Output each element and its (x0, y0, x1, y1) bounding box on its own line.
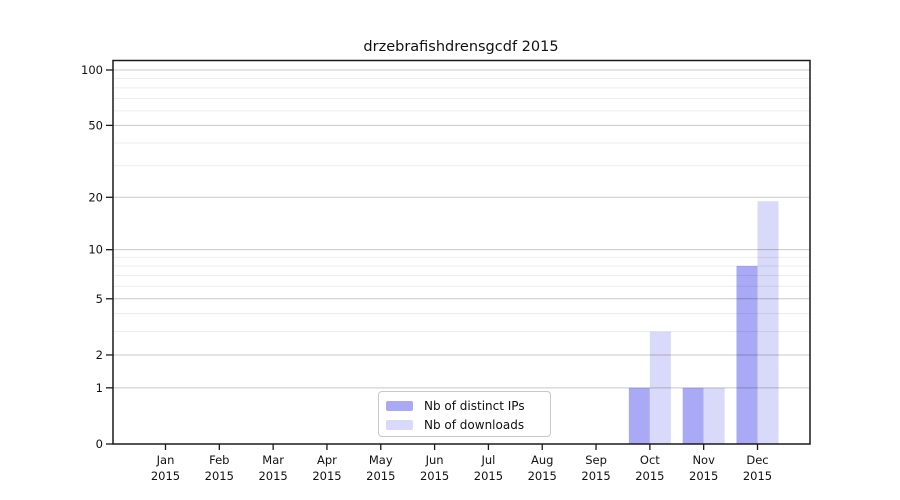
legend: Nb of distinct IPs Nb of downloads (378, 391, 551, 437)
x-tick-label-year-jan: 2015 (151, 469, 180, 483)
bar-nov-2015-nb-of-downloads (703, 387, 725, 444)
x-tick-label-year-nov: 2015 (689, 469, 718, 483)
x-tick-label-year-sep: 2015 (581, 469, 610, 483)
x-tick-label-month-jul: Jul (480, 453, 495, 467)
bar-dec-2015-nb-of-downloads (757, 201, 779, 444)
chart-title: drzebrafishdrensgcdf 2015 (363, 39, 558, 55)
y-tick-label-2: 2 (96, 348, 103, 362)
x-tick-label-year-jul: 2015 (474, 469, 503, 483)
y-tick-label-50: 50 (88, 118, 103, 132)
major-gridlines (113, 69, 810, 389)
bar-dec-2015-nb-of-distinct-ips (736, 265, 758, 444)
legend-item-distinct-ips: Nb of distinct IPs (386, 397, 550, 415)
x-tick-label-month-feb: Feb (209, 453, 229, 467)
bars-layer (628, 201, 779, 444)
x-tick-label-month-apr: Apr (317, 453, 337, 467)
x-tick-label-year-feb: 2015 (205, 469, 234, 483)
minor-gridlines (113, 77, 810, 333)
legend-swatch-downloads (386, 420, 413, 430)
tick-labels-layer: 0 1 2 5 10 20 50 100 Jan 2015 Feb 2015 Mar 2015 Apr 201… (81, 63, 772, 483)
x-tick-label-year-may: 2015 (366, 469, 395, 483)
x-tick-label-month-oct: Oct (640, 453, 660, 467)
bar-oct-2015-nb-of-distinct-ips (628, 387, 650, 444)
x-tick-label-year-aug: 2015 (528, 469, 557, 483)
bar-oct-2015-nb-of-downloads (649, 331, 671, 444)
x-tick-label-year-mar: 2015 (258, 469, 287, 483)
x-tick-label-month-sep: Sep (585, 453, 607, 467)
x-tick-label-month-jan: Jan (156, 453, 175, 467)
axes-layer (106, 59, 811, 450)
y-tick-label-20: 20 (88, 190, 103, 204)
x-tick-label-year-oct: 2015 (635, 469, 664, 483)
x-tick-label-month-dec: Dec (746, 453, 768, 467)
x-tick-label-month-nov: Nov (692, 453, 715, 467)
y-tick-label-0: 0 (96, 437, 103, 451)
x-tick-label-month-may: May (369, 453, 393, 467)
y-tick-label-5: 5 (96, 292, 103, 306)
y-tick-label-1: 1 (96, 381, 103, 395)
x-tick-label-month-mar: Mar (262, 453, 284, 467)
legend-label-downloads: Nb of downloads (424, 418, 525, 432)
legend-swatch-distinct-ips (386, 401, 413, 411)
y-tick-label-100: 100 (81, 63, 103, 77)
legend-item-downloads: Nb of downloads (386, 416, 550, 434)
x-tick-label-year-jun: 2015 (420, 469, 449, 483)
x-tick-label-year-dec: 2015 (743, 469, 772, 483)
x-tick-label-month-jun: Jun (425, 453, 444, 467)
y-tick-label-10: 10 (88, 243, 103, 257)
x-tick-label-year-apr: 2015 (312, 469, 341, 483)
x-tick-label-month-aug: Aug (531, 453, 553, 467)
plot-border (112, 59, 811, 445)
bar-nov-2015-nb-of-distinct-ips (682, 387, 704, 444)
legend-label-distinct-ips: Nb of distinct IPs (424, 399, 525, 413)
